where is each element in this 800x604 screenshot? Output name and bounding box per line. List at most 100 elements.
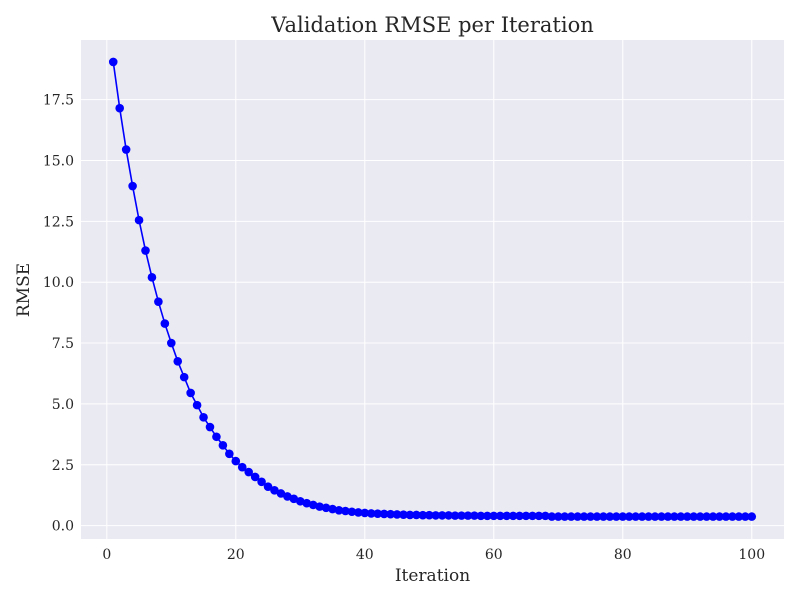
data-point	[599, 512, 608, 521]
y-axis-label: RMSE	[14, 263, 34, 317]
data-point	[612, 512, 621, 521]
data-point	[225, 449, 234, 459]
data-point	[689, 512, 699, 521]
data-point	[121, 145, 131, 154]
y-axis-ticks: 0.0 2.5 5.0 7.5 10.0 12.5 15.0 17.5	[43, 93, 74, 535]
data-point	[553, 512, 563, 521]
data-point	[721, 512, 731, 521]
data-point	[289, 494, 299, 504]
y-tick-label: 10.0	[43, 275, 74, 291]
data-point	[341, 506, 350, 516]
data-point	[592, 512, 602, 521]
data-point	[192, 400, 202, 410]
plot-area	[81, 40, 784, 539]
data-point	[463, 511, 473, 520]
data-point	[360, 508, 370, 518]
data-point	[547, 512, 557, 521]
data-point	[263, 482, 273, 491]
data-point	[470, 511, 479, 520]
data-point	[308, 500, 318, 510]
data-point	[231, 456, 241, 466]
data-point	[483, 511, 492, 521]
data-point	[695, 512, 705, 521]
data-point	[566, 512, 576, 521]
data-point	[115, 103, 124, 113]
data-point	[257, 477, 266, 487]
data-point	[715, 512, 724, 521]
x-tick-label: 80	[614, 547, 632, 563]
data-point	[728, 512, 737, 521]
data-point	[141, 246, 150, 255]
data-point	[270, 486, 279, 495]
data-point	[437, 511, 447, 520]
data-point	[515, 511, 524, 521]
data-point	[495, 511, 505, 521]
data-point	[237, 462, 247, 472]
data-point	[218, 440, 228, 450]
data-point	[605, 512, 615, 521]
data-point	[424, 510, 434, 520]
data-point	[386, 509, 395, 519]
data-point	[618, 512, 628, 521]
data-point	[444, 511, 453, 520]
y-tick-label: 12.5	[43, 214, 74, 230]
data-point	[399, 510, 408, 519]
data-point	[321, 503, 331, 513]
x-axis-ticks: 0 20 40 60 80 100	[102, 547, 765, 563]
data-point	[276, 489, 286, 498]
data-point	[631, 512, 640, 521]
data-point	[205, 422, 215, 432]
data-point	[186, 388, 195, 398]
data-point	[295, 496, 305, 506]
series-layer	[108, 57, 757, 521]
data-point	[379, 509, 389, 519]
x-tick-label: 60	[485, 547, 503, 563]
data-point	[412, 510, 421, 520]
data-point	[366, 509, 376, 518]
data-point	[179, 372, 189, 382]
data-point	[702, 512, 711, 521]
data-point	[489, 511, 499, 521]
data-point	[734, 512, 744, 521]
data-point	[244, 467, 253, 477]
data-point	[528, 511, 537, 521]
data-point	[173, 357, 183, 366]
x-axis-label: Iteration	[395, 566, 470, 586]
y-tick-label: 2.5	[52, 458, 74, 474]
data-point	[670, 512, 679, 521]
x-tick-label: 40	[356, 547, 374, 563]
data-point	[108, 57, 118, 67]
data-point	[328, 504, 337, 514]
data-point	[457, 511, 466, 520]
data-point	[502, 511, 511, 521]
data-point	[405, 510, 415, 520]
data-point	[166, 338, 176, 348]
data-point	[334, 505, 344, 515]
data-point	[741, 512, 750, 521]
y-tick-label: 7.5	[52, 336, 74, 352]
data-point	[508, 511, 518, 521]
data-point	[476, 511, 486, 521]
data-point	[373, 509, 382, 518]
data-point	[663, 512, 673, 521]
data-point	[418, 510, 428, 520]
data-point	[354, 508, 363, 517]
data-point	[708, 512, 718, 521]
data-point	[586, 512, 595, 521]
chart-title: Validation RMSE per Iteration	[270, 13, 594, 37]
data-point	[650, 512, 660, 521]
data-point	[154, 297, 163, 306]
data-point	[160, 319, 170, 328]
data-point	[534, 511, 544, 521]
data-point	[521, 511, 531, 521]
data-point	[315, 502, 324, 511]
data-point	[302, 498, 312, 508]
data-point	[644, 512, 653, 521]
data-point	[676, 512, 686, 521]
x-tick-label: 20	[227, 547, 245, 563]
data-point	[637, 512, 647, 521]
data-point	[579, 512, 589, 521]
data-point	[541, 511, 550, 521]
